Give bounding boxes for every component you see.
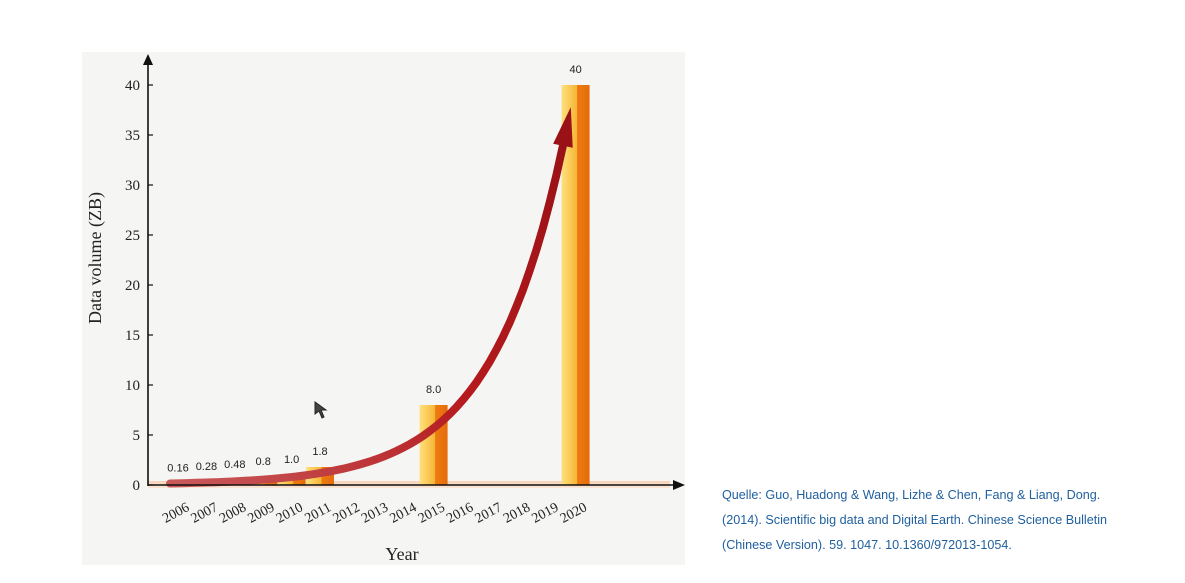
source-note-line-1: Quelle: Guo, Huadong & Wang, Lizhe & Che…: [722, 488, 1101, 502]
x-tick-label-2011: 2011: [303, 500, 334, 526]
x-tick-label-2018: 2018: [501, 500, 533, 526]
x-axis-arrowhead: [673, 480, 685, 490]
data-label-2010: 1.0: [284, 454, 299, 466]
y-tick-label-40: 40: [125, 78, 140, 94]
y-axis-ticks: 0 5 10 15 20 25 30 35 40: [125, 78, 153, 494]
data-labels: 0.16 0.28 0.48 0.8 1.0 1.8 8.0 40: [167, 64, 581, 474]
y-tick-label-0: 0: [133, 478, 141, 494]
x-tick-label-2014: 2014: [388, 500, 420, 526]
y-tick-label-15: 15: [125, 328, 140, 344]
bar-2020: [561, 85, 590, 485]
source-note: Quelle: Guo, Huadong & Wang, Lizhe & Che…: [722, 483, 1167, 558]
x-tick-label-2009: 2009: [246, 500, 278, 526]
x-axis-ticks: 2006200720082009201020112012201320142015…: [160, 500, 589, 526]
data-label-2009: 0.8: [256, 456, 271, 468]
y-tick-label-35: 35: [125, 128, 140, 144]
data-label-2006: 0.16: [167, 462, 188, 474]
y-tick-label-25: 25: [125, 228, 140, 244]
trend-arrow: [166, 107, 573, 488]
x-axis-title: Year: [385, 544, 418, 564]
x-tick-label-2019: 2019: [530, 500, 562, 526]
data-label-2007: 0.28: [196, 461, 217, 473]
y-axis-arrowhead: [143, 54, 153, 65]
chart-panel: 0 5 10 15 20 25 30 35 40 2006 2007 2008 2009 2010 201…: [82, 52, 685, 565]
data-label-2015: 8.0: [426, 384, 441, 396]
data-label-2011: 1.8: [312, 446, 327, 458]
x-tick-label-2016: 2016: [444, 500, 476, 526]
bar-series: [164, 85, 590, 485]
x-tick-label-2006: 2006: [160, 500, 192, 526]
x-tick-label-2007: 2007: [189, 500, 221, 526]
data-label-2008: 0.48: [224, 459, 245, 471]
axes: [143, 54, 685, 490]
x-tick-label-2010: 2010: [274, 500, 306, 526]
y-tick-label-10: 10: [125, 378, 140, 394]
x-tick-label-2015: 2015: [416, 500, 448, 526]
mouse-pointer-icon: [314, 401, 328, 419]
y-axis-title: Data volume (ZB): [85, 192, 106, 324]
x-tick-label-2012: 2012: [331, 500, 363, 526]
x-tick-label-2017: 2017: [473, 500, 505, 526]
x-tick-label-2020: 2020: [558, 500, 590, 526]
source-note-line-3: (Chinese Version). 59. 1047. 10.1360/972…: [722, 538, 1012, 552]
trend-arrow-body: [166, 141, 567, 488]
data-label-2020: 40: [569, 64, 581, 76]
source-note-line-2: (2014). Scientific big data and Digital …: [722, 513, 1108, 527]
y-tick-label-20: 20: [125, 278, 140, 294]
y-tick-label-5: 5: [133, 428, 141, 444]
x-tick-label-2013: 2013: [359, 500, 391, 526]
trend-arrow-head: [553, 107, 573, 148]
y-tick-label-30: 30: [125, 178, 140, 194]
x-tick-label-2008: 2008: [217, 500, 249, 526]
